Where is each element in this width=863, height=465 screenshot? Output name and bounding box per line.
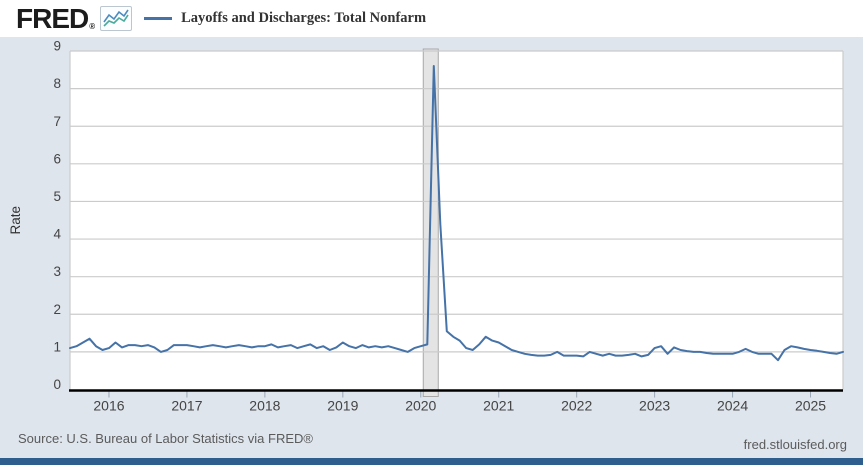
x-tick-label: 2017 (171, 398, 202, 414)
fred-logo[interactable]: FRED ® (16, 2, 95, 34)
footer-bar (0, 458, 863, 465)
plot-background (70, 51, 843, 390)
y-tick-label: 3 (53, 264, 61, 279)
chart-legend: Layoffs and Discharges: Total Nonfarm (144, 10, 426, 27)
header: FRED ® Layoffs and Discharges: Total Non… (0, 0, 863, 37)
legend-line-swatch (144, 17, 173, 20)
x-tick-label: 2023 (639, 398, 670, 414)
x-tick-label: 2025 (795, 398, 826, 414)
x-tick-label: 2019 (327, 398, 358, 414)
y-tick-label: 0 (53, 377, 61, 392)
x-tick-label: 2020 (405, 398, 436, 414)
data-line (69, 65, 844, 362)
y-tick-label: 9 (53, 39, 61, 54)
y-tick-label: 1 (53, 339, 61, 354)
legend-label: Layoffs and Discharges: Total Nonfarm (181, 10, 427, 26)
x-tick-label: 2024 (717, 398, 748, 414)
y-axis-title: Rate (8, 206, 23, 235)
y-tick-label: 4 (53, 227, 61, 242)
x-tick-label: 2022 (561, 398, 592, 414)
x-tick-label: 2021 (483, 398, 514, 414)
y-tick-label: 8 (53, 76, 61, 91)
x-tick-label: 2016 (93, 398, 124, 414)
x-tick-label: 2018 (249, 398, 280, 414)
site-link[interactable]: fred.stlouisfed.org (743, 437, 847, 452)
source-note: Source: U.S. Bureau of Labor Statistics … (18, 431, 313, 446)
fred-logo-text: FRED (16, 2, 89, 34)
registered-trademark: ® (89, 21, 95, 31)
y-tick-label: 5 (53, 189, 61, 204)
y-tick-label: 2 (53, 302, 61, 317)
y-tick-label: 7 (53, 114, 61, 129)
y-tick-label: 6 (53, 151, 61, 166)
sparkline-icon (100, 6, 133, 31)
